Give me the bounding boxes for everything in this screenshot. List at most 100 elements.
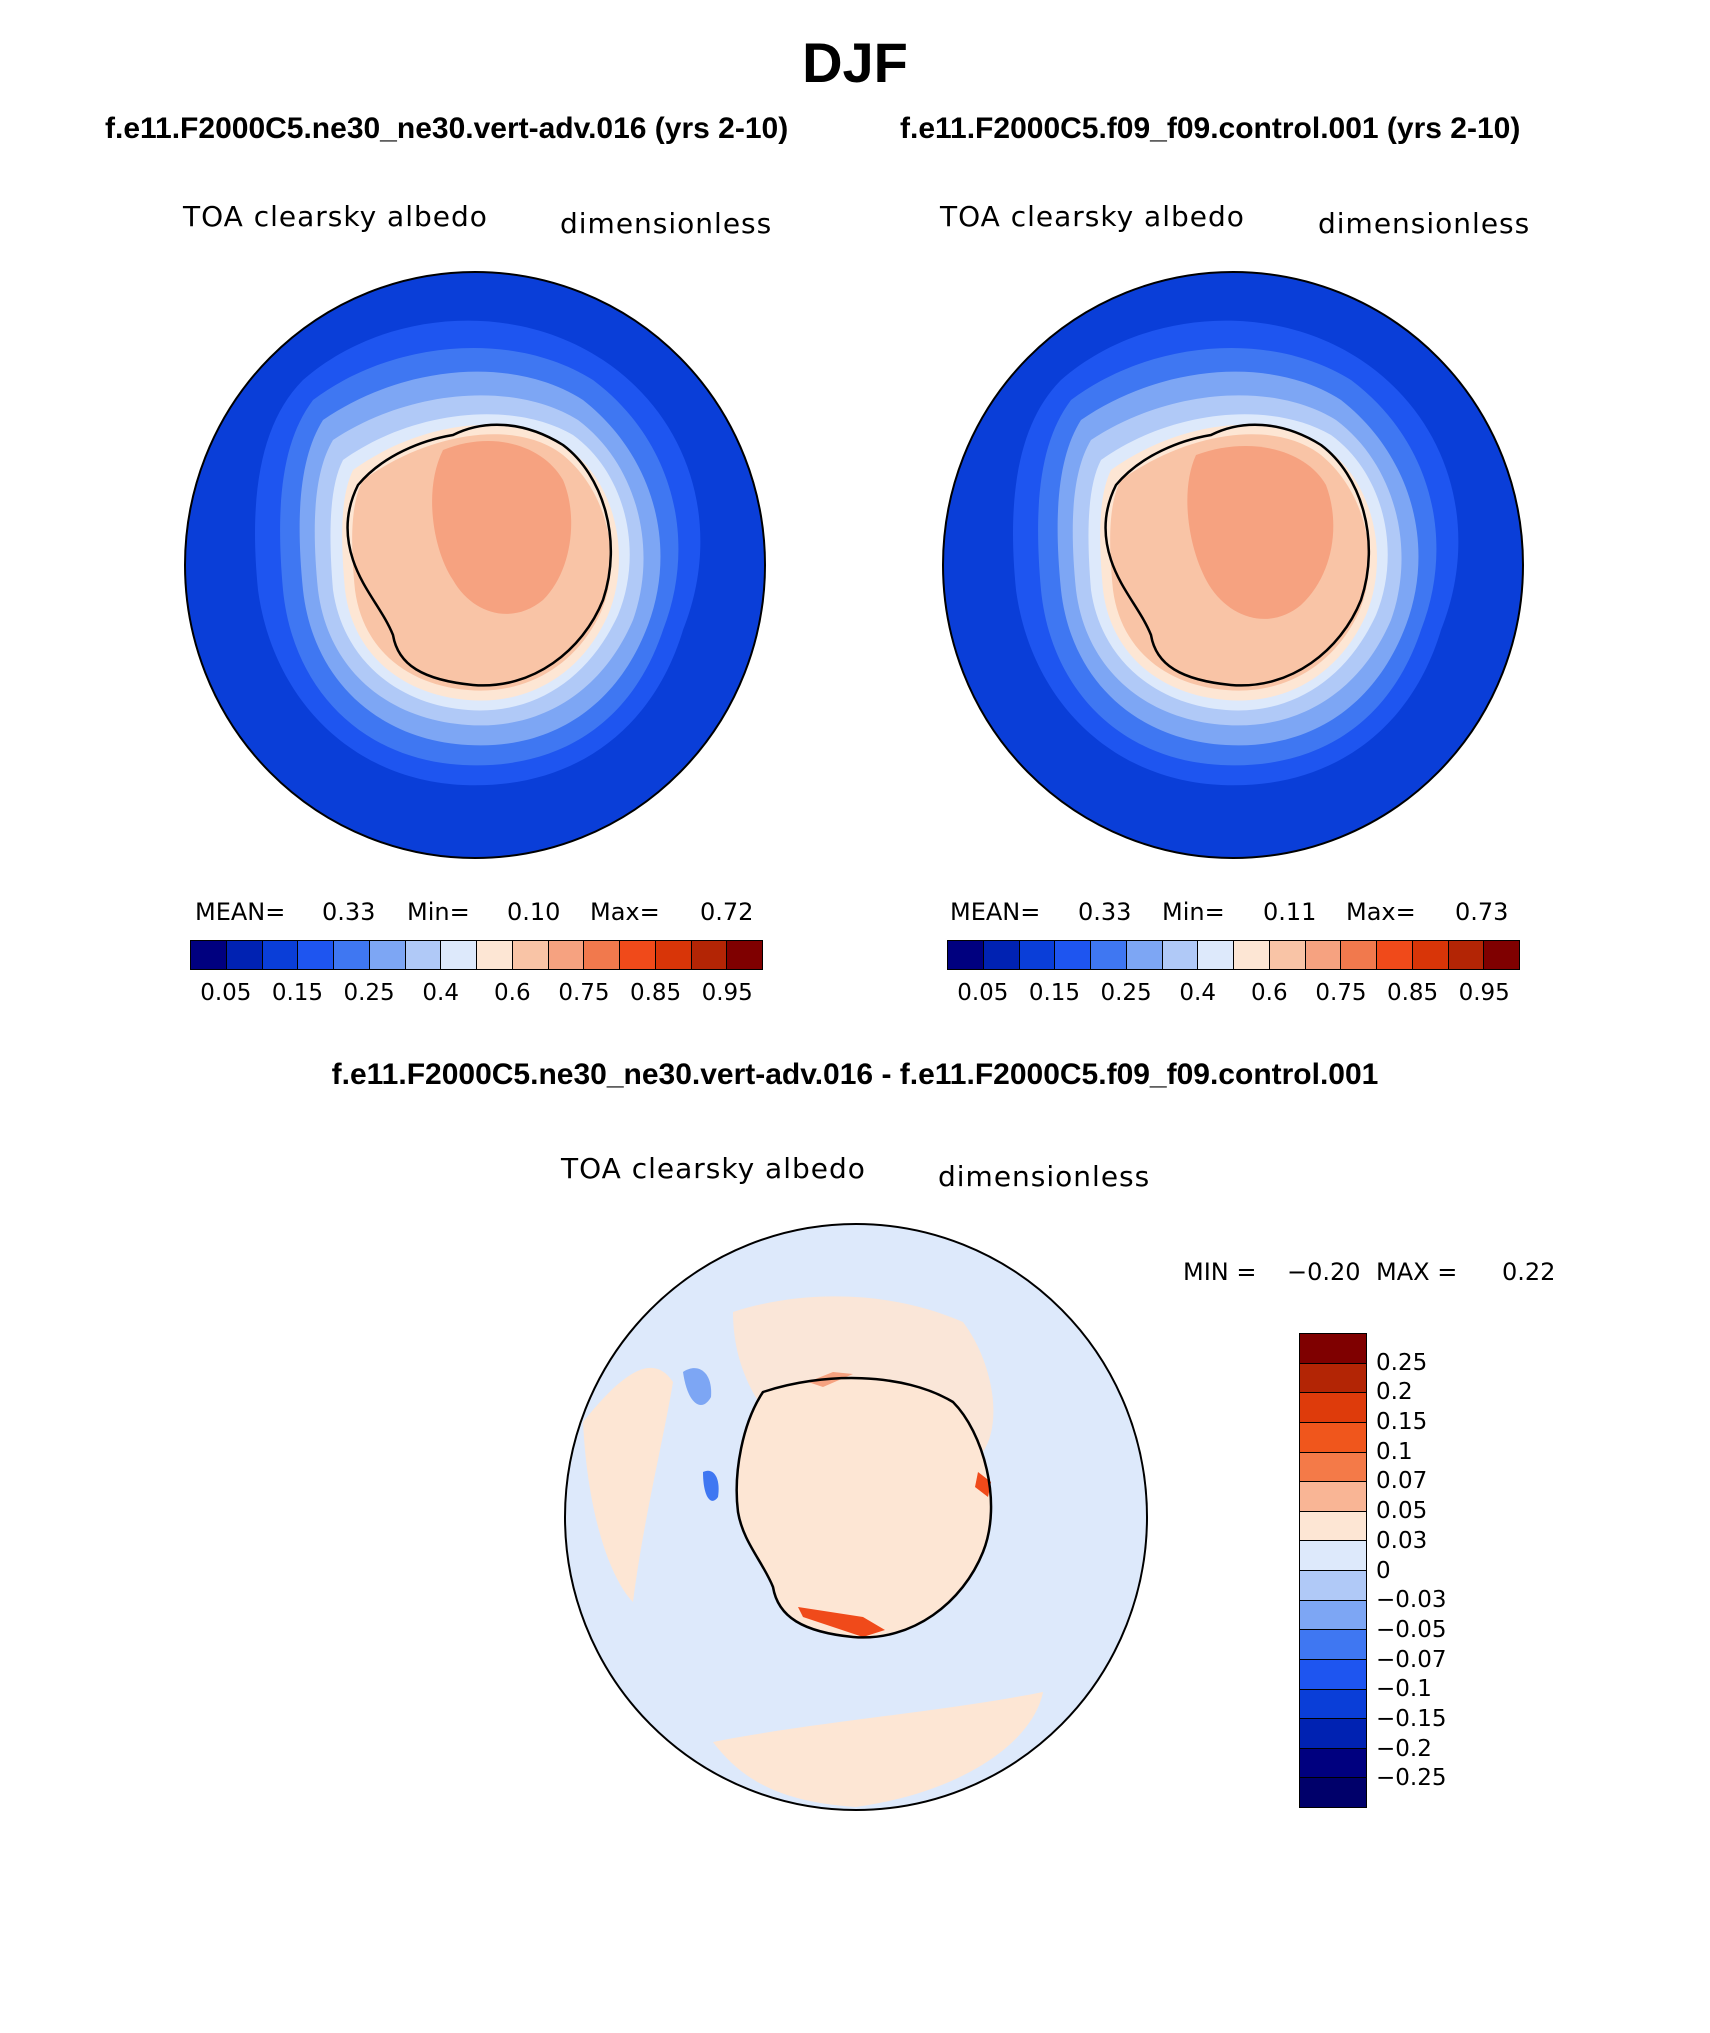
colorbar-tick-label: 0.05 [1376,1498,1428,1525]
colorbar-box [1300,1571,1366,1601]
panel1-max-label: Max= [590,898,660,926]
colorbar-box [1019,941,1056,969]
colorbar-tick-label: 0.15 [1028,980,1081,1006]
colorbar-box [1300,1659,1366,1690]
difference-colorbar [1299,1333,1367,1808]
colorbar-tick-label: 0.85 [629,980,682,1006]
panel2-variable-label: TOA clearsky albedo [940,200,1245,233]
panel2-mean-label: MEAN= [950,898,1041,926]
colorbar-box [727,941,762,969]
colorbar-tick-label: −0.07 [1376,1646,1447,1673]
colorbar-tick-label: 0.4 [1179,980,1216,1006]
colorbar-box [1484,941,1519,969]
colorbar-box [1300,1630,1366,1660]
colorbar-box [1091,941,1127,969]
colorbar-box [334,941,370,969]
panel1-max-value: 0.72 [700,898,754,926]
colorbar-box [1269,941,1306,969]
colorbar-box [1300,1511,1366,1542]
colorbar-tick-label: 0.15 [1376,1409,1428,1436]
colorbar-tick-label: 0.1 [1376,1438,1413,1465]
panel2-min-value: 0.11 [1263,898,1317,926]
panel2-polar-map [942,271,1524,859]
colorbar-tick-label: 0.25 [343,980,395,1006]
colorbar-box [405,941,442,969]
diff-min-value: −0.20 [1287,1258,1361,1286]
colorbar-box [1300,1778,1366,1807]
colorbar-box [1412,941,1449,969]
colorbar-box [1300,1719,1366,1749]
colorbar-box [1300,1689,1366,1720]
panel1-mean-label: MEAN= [195,898,286,926]
figure-title: DJF [802,31,908,94]
colorbar-box [441,941,477,969]
colorbar-box [548,941,585,969]
panel2-colorbar [947,940,1520,970]
colorbar-tick-label: 0.6 [1251,980,1288,1006]
difference-colorbar-ticks: 0.25 0.2 0.15 0.1 0.07 0.05 0.03 0 −0.03 −0.05 −0.… [1376,1333,1496,1808]
colorbar-box [1300,1363,1366,1394]
colorbar-box [1126,941,1163,969]
diff-units-label: dimensionless [938,1160,1151,1193]
diff-variable-label: TOA clearsky albedo [561,1152,866,1185]
diff-min-label: MIN = [1183,1258,1257,1286]
colorbar-box [1234,941,1270,969]
panel2-units-label: dimensionless [1318,207,1531,240]
panel1-min-value: 0.10 [507,898,561,926]
colorbar-tick-label: 0.05 [200,980,252,1006]
colorbar-tick-label: −0.25 [1376,1765,1447,1792]
colorbar-box [1300,1541,1366,1571]
colorbar-tick-label: 0 [1376,1557,1391,1584]
colorbar-box [1305,941,1342,969]
colorbar-box [1300,1334,1366,1364]
colorbar-tick-label: 0.95 [1458,980,1510,1006]
colorbar-tick-label: 0.75 [1315,980,1367,1006]
colorbar-box [948,941,984,969]
panel1-mean-value: 0.33 [322,898,376,926]
panel2-case-title: f.e11.F2000C5.f09_f09.control.001 (yrs 2… [900,112,1521,145]
panel1-case-title: f.e11.F2000C5.ne30_ne30.vert-adv.016 (yr… [105,112,789,145]
colorbar-box [298,941,334,969]
colorbar-tick-label: 0.25 [1100,980,1152,1006]
colorbar-tick-label: 0.07 [1376,1468,1428,1495]
colorbar-box [477,941,513,969]
colorbar-box [1377,941,1413,969]
panel2-colorbar-ticks: 0.05 0.15 0.25 0.4 0.6 0.75 0.85 0.95 [947,980,1520,1010]
difference-polar-map [564,1223,1148,1811]
colorbar-box [1300,1422,1366,1453]
panel2-max-label: Max= [1346,898,1416,926]
colorbar-tick-label: 0.6 [494,980,531,1006]
panel2-mean-value: 0.33 [1078,898,1132,926]
colorbar-box [620,941,656,969]
colorbar-tick-label: −0.1 [1376,1676,1432,1703]
colorbar-tick-label: 0.2 [1376,1379,1413,1406]
colorbar-box [983,941,1020,969]
diff-max-label: MAX = [1376,1258,1458,1286]
panel2-max-value: 0.73 [1455,898,1509,926]
colorbar-box [191,941,227,969]
colorbar-box [1300,1482,1366,1512]
colorbar-box [691,941,728,969]
diff-max-value: 0.22 [1502,1258,1556,1286]
colorbar-box [1300,1452,1366,1483]
difference-title: f.e11.F2000C5.ne30_ne30.vert-adv.016 - f… [331,1058,1379,1091]
panel1-variable-label: TOA clearsky albedo [183,200,488,233]
colorbar-tick-label: 0.85 [1386,980,1439,1006]
colorbar-tick-label: −0.15 [1376,1705,1447,1732]
colorbar-box [262,941,299,969]
colorbar-box [369,941,406,969]
colorbar-tick-label: 0.05 [957,980,1009,1006]
colorbar-tick-label: −0.03 [1376,1587,1447,1614]
panel1-polar-map [184,271,766,859]
colorbar-tick-label: 0.75 [558,980,610,1006]
panel1-colorbar-ticks: 0.05 0.15 0.25 0.4 0.6 0.75 0.85 0.95 [190,980,763,1010]
colorbar-tick-label: 0.25 [1376,1349,1428,1376]
colorbar-box [1198,941,1234,969]
colorbar-tick-label: 0.95 [701,980,753,1006]
colorbar-box [1448,941,1485,969]
colorbar-tick-label: −0.05 [1376,1616,1447,1643]
colorbar-box [512,941,549,969]
colorbar-tick-label: 0.15 [271,980,324,1006]
panel1-units-label: dimensionless [560,207,773,240]
colorbar-box [1055,941,1091,969]
